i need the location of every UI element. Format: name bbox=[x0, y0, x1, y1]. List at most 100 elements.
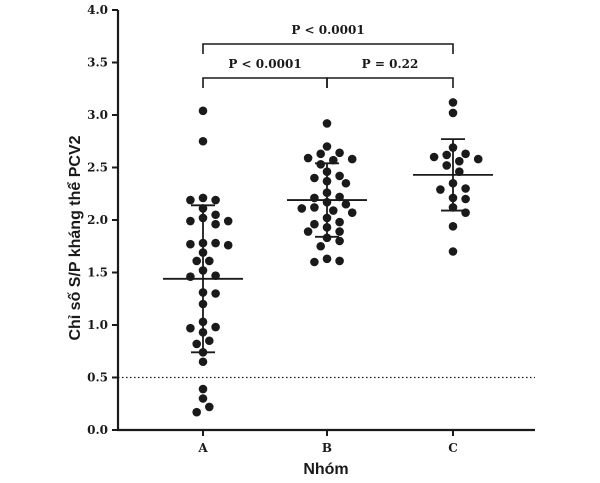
data-point bbox=[186, 272, 195, 282]
x-axis-title: Nhóm bbox=[303, 461, 348, 478]
data-point bbox=[186, 216, 195, 226]
data-point bbox=[205, 336, 214, 346]
data-point bbox=[347, 154, 357, 164]
data-point bbox=[461, 194, 470, 204]
data-point bbox=[448, 193, 458, 203]
significance-bracket bbox=[326, 77, 454, 88]
data-point bbox=[198, 299, 208, 309]
data-point bbox=[198, 238, 208, 248]
data-point bbox=[455, 167, 464, 176]
y-tick-label: 4.0 bbox=[87, 3, 108, 17]
data-point bbox=[322, 167, 332, 176]
y-ticks: 0.0 0.5 1.0 1.5 2.0 2.5 3.0 3.5 4.0 bbox=[87, 3, 118, 437]
data-point bbox=[211, 195, 220, 205]
significance-brackets: P < 0.0001 P < 0.0001 P = 0.22 bbox=[202, 23, 454, 88]
data-point bbox=[303, 153, 313, 163]
data-point bbox=[198, 248, 208, 257]
data-point bbox=[192, 407, 201, 417]
data-point bbox=[347, 208, 357, 217]
data-point bbox=[448, 178, 458, 188]
data-point bbox=[448, 98, 458, 107]
data-point bbox=[461, 184, 470, 193]
data-point bbox=[442, 150, 452, 160]
data-point bbox=[198, 384, 208, 394]
data-point bbox=[473, 154, 483, 164]
data-point bbox=[322, 213, 332, 223]
y-axis-title: Chỉ số S/P kháng thể PCV2 bbox=[66, 135, 84, 340]
data-point bbox=[316, 241, 326, 251]
data-point bbox=[223, 216, 233, 226]
data-point bbox=[205, 402, 214, 412]
data-point bbox=[310, 203, 319, 212]
p-value-label: P < 0.0001 bbox=[228, 57, 301, 71]
data-point bbox=[310, 173, 319, 183]
data-point bbox=[341, 178, 351, 188]
data-point bbox=[322, 188, 332, 197]
data-point bbox=[198, 394, 208, 403]
data-point bbox=[322, 233, 332, 243]
data-point bbox=[335, 236, 344, 246]
y-tick-label: 3.5 bbox=[87, 56, 108, 70]
data-point bbox=[335, 227, 344, 236]
data-point bbox=[211, 210, 220, 220]
y-tick-label: 1.5 bbox=[87, 266, 108, 280]
data-point bbox=[198, 357, 208, 367]
data-point bbox=[211, 271, 220, 280]
data-point bbox=[192, 256, 201, 266]
data-point bbox=[192, 339, 201, 349]
y-tick-label: 2.5 bbox=[87, 161, 108, 175]
data-point bbox=[461, 149, 470, 159]
data-point bbox=[322, 119, 332, 128]
data-point bbox=[198, 266, 208, 275]
data-point bbox=[211, 219, 220, 229]
data-point bbox=[316, 160, 326, 169]
y-tick-label: 3.0 bbox=[87, 108, 108, 122]
data-point bbox=[335, 192, 344, 202]
y-tick-label: 0.5 bbox=[87, 371, 108, 385]
data-point bbox=[335, 256, 344, 266]
data-point bbox=[303, 227, 313, 236]
data-point bbox=[211, 238, 220, 248]
data-point bbox=[198, 317, 208, 327]
data-point bbox=[329, 155, 338, 165]
data-point bbox=[329, 206, 338, 215]
significance-bracket bbox=[202, 43, 454, 54]
data-point bbox=[205, 256, 214, 266]
data-point bbox=[455, 156, 464, 166]
data-point bbox=[198, 106, 208, 116]
significance-bracket bbox=[202, 77, 328, 88]
data-point bbox=[429, 152, 439, 162]
y-tick-label: 1.0 bbox=[87, 318, 108, 332]
data-point bbox=[322, 142, 332, 151]
data-point bbox=[322, 176, 332, 186]
data-point bbox=[198, 193, 208, 203]
data-point bbox=[436, 185, 445, 194]
x-tick-label: A bbox=[197, 441, 208, 455]
data-point bbox=[322, 254, 332, 264]
x-tick-label: C bbox=[448, 441, 458, 455]
x-tick-label: B bbox=[322, 441, 332, 455]
data-point bbox=[310, 193, 319, 203]
data-points bbox=[186, 98, 483, 417]
data-point bbox=[186, 195, 195, 205]
x-ticks: A B C bbox=[197, 430, 458, 455]
data-point bbox=[322, 197, 332, 207]
data-point bbox=[316, 149, 326, 159]
data-point bbox=[442, 161, 452, 170]
data-point bbox=[461, 208, 470, 217]
p-value-label: P = 0.22 bbox=[362, 57, 419, 71]
data-point bbox=[198, 348, 208, 357]
data-point bbox=[448, 247, 458, 256]
data-point bbox=[448, 222, 458, 231]
data-point bbox=[448, 108, 458, 118]
data-point bbox=[186, 323, 195, 333]
data-point bbox=[211, 322, 220, 332]
data-point bbox=[310, 257, 319, 267]
data-point bbox=[448, 143, 458, 152]
data-point bbox=[198, 288, 208, 297]
data-point bbox=[198, 136, 208, 146]
data-point bbox=[341, 199, 351, 209]
p-value-label: P < 0.0001 bbox=[291, 23, 364, 37]
data-point bbox=[448, 203, 458, 212]
